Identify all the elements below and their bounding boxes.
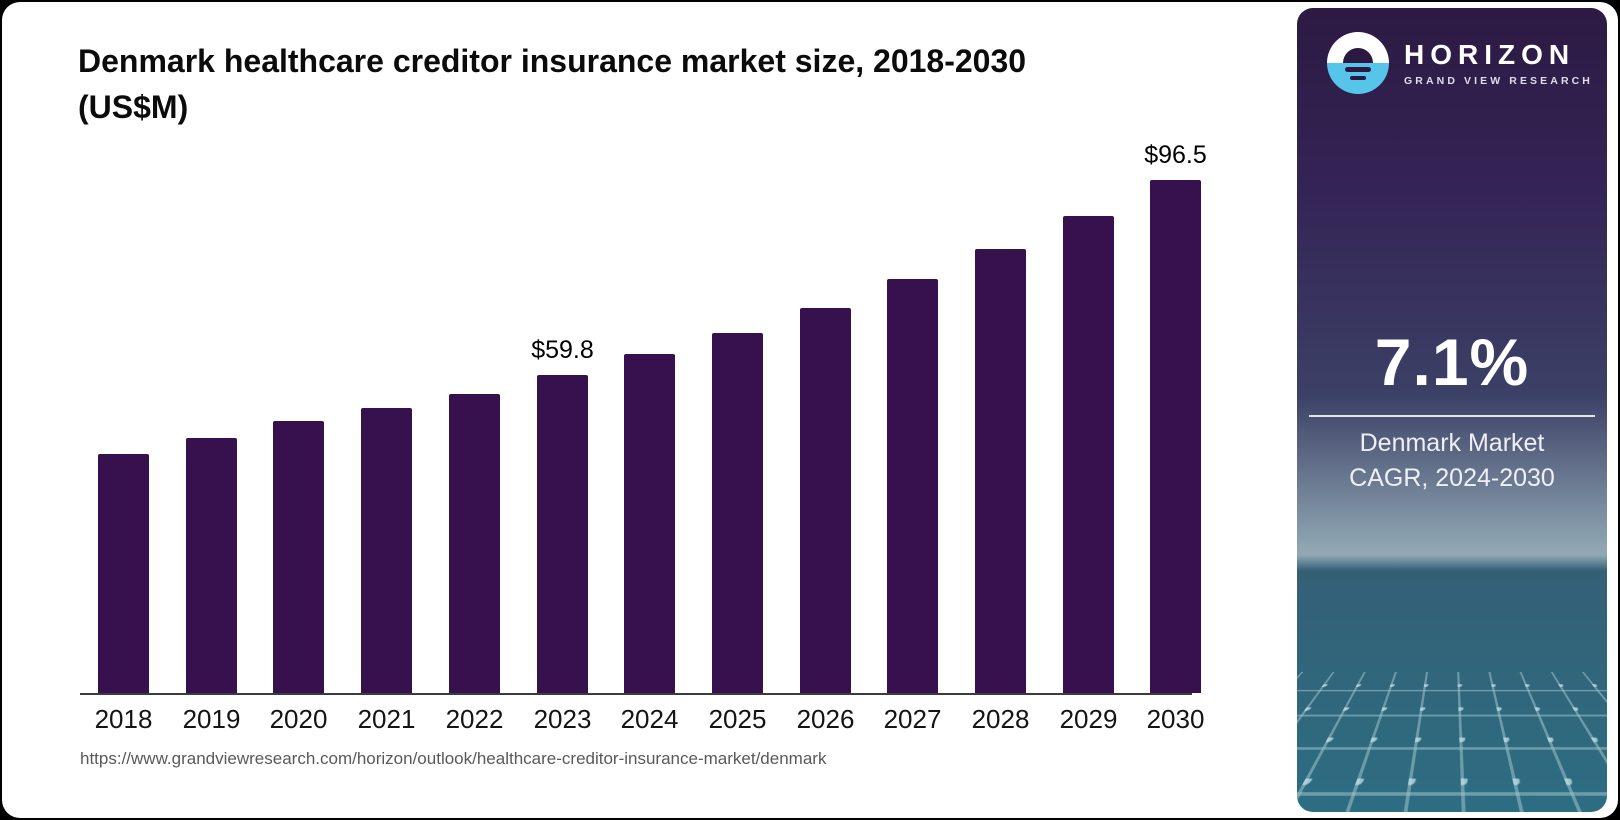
brand-logo-row: HORIZON GRAND VIEW RESEARCH	[1327, 32, 1593, 94]
bar-2022	[449, 394, 500, 693]
bar-value-label-2030: $96.5	[1144, 141, 1207, 169]
cagr-stat-value: 7.1%	[1374, 325, 1530, 399]
x-axis-label-2030: 2030	[1146, 704, 1205, 734]
x-axis-line	[80, 693, 1192, 695]
x-axis-label-2022: 2022	[445, 704, 504, 734]
brand-subtitle: GRAND VIEW RESEARCH	[1404, 75, 1593, 87]
bar-2030	[1150, 180, 1201, 693]
bar-2027	[887, 279, 938, 693]
x-axis-label-2024: 2024	[620, 704, 679, 734]
cagr-stat-label-line2: CAGR, 2024-2030	[1349, 464, 1555, 492]
brand-text-block: HORIZON GRAND VIEW RESEARCH	[1404, 39, 1593, 87]
x-axis-label-2023: 2023	[533, 704, 592, 734]
source-url: https://www.grandviewresearch.com/horizo…	[80, 749, 827, 768]
cagr-stat-label: Denmark Market CAGR, 2024-2030	[1297, 426, 1607, 496]
logo-sun-shape	[1343, 48, 1373, 63]
x-axis-label-2027: 2027	[883, 704, 942, 734]
x-axis-label-2028: 2028	[971, 704, 1030, 734]
x-axis-label-2018: 2018	[94, 704, 153, 734]
bar-2024	[624, 354, 675, 693]
brand-name: HORIZON	[1404, 39, 1576, 70]
bar-2021	[361, 408, 412, 693]
bar-2026	[800, 308, 851, 693]
cagr-stat-label-line1: Denmark Market	[1359, 429, 1545, 457]
bar-2019	[186, 438, 237, 693]
x-axis-label-2026: 2026	[796, 704, 855, 734]
bar-2018	[98, 454, 149, 693]
plot-area: 2018 2019 2020 2021 2022 $59.8 2023 2024 2025 202…	[95, 140, 1207, 734]
bar-2028	[975, 249, 1026, 693]
chart-title-line2: (US$M)	[78, 89, 189, 125]
brand-sidebar: HORIZON GRAND VIEW RESEARCH 7.1% Denmark…	[1297, 8, 1607, 812]
bar-2023	[537, 375, 588, 693]
logo-line-shape	[1350, 76, 1366, 80]
x-axis-label-2019: 2019	[182, 704, 241, 734]
bar-2029	[1063, 216, 1114, 693]
horizon-logo-icon	[1327, 32, 1389, 94]
x-axis-label-2020: 2020	[269, 704, 328, 734]
mesh-decoration	[1297, 672, 1607, 812]
chart-title: Denmark healthcare creditor insurance ma…	[78, 38, 1026, 130]
logo-line-shape	[1345, 67, 1371, 72]
chart-title-line1: Denmark healthcare creditor insurance ma…	[78, 43, 1027, 79]
x-axis-label-2029: 2029	[1059, 704, 1118, 734]
bar-2025	[712, 333, 763, 693]
x-axis-label-2021: 2021	[357, 704, 416, 734]
x-axis-label-2025: 2025	[708, 704, 767, 734]
stat-divider	[1309, 415, 1595, 417]
bar-2020	[273, 421, 324, 693]
bar-value-label-2023: $59.8	[531, 336, 594, 364]
